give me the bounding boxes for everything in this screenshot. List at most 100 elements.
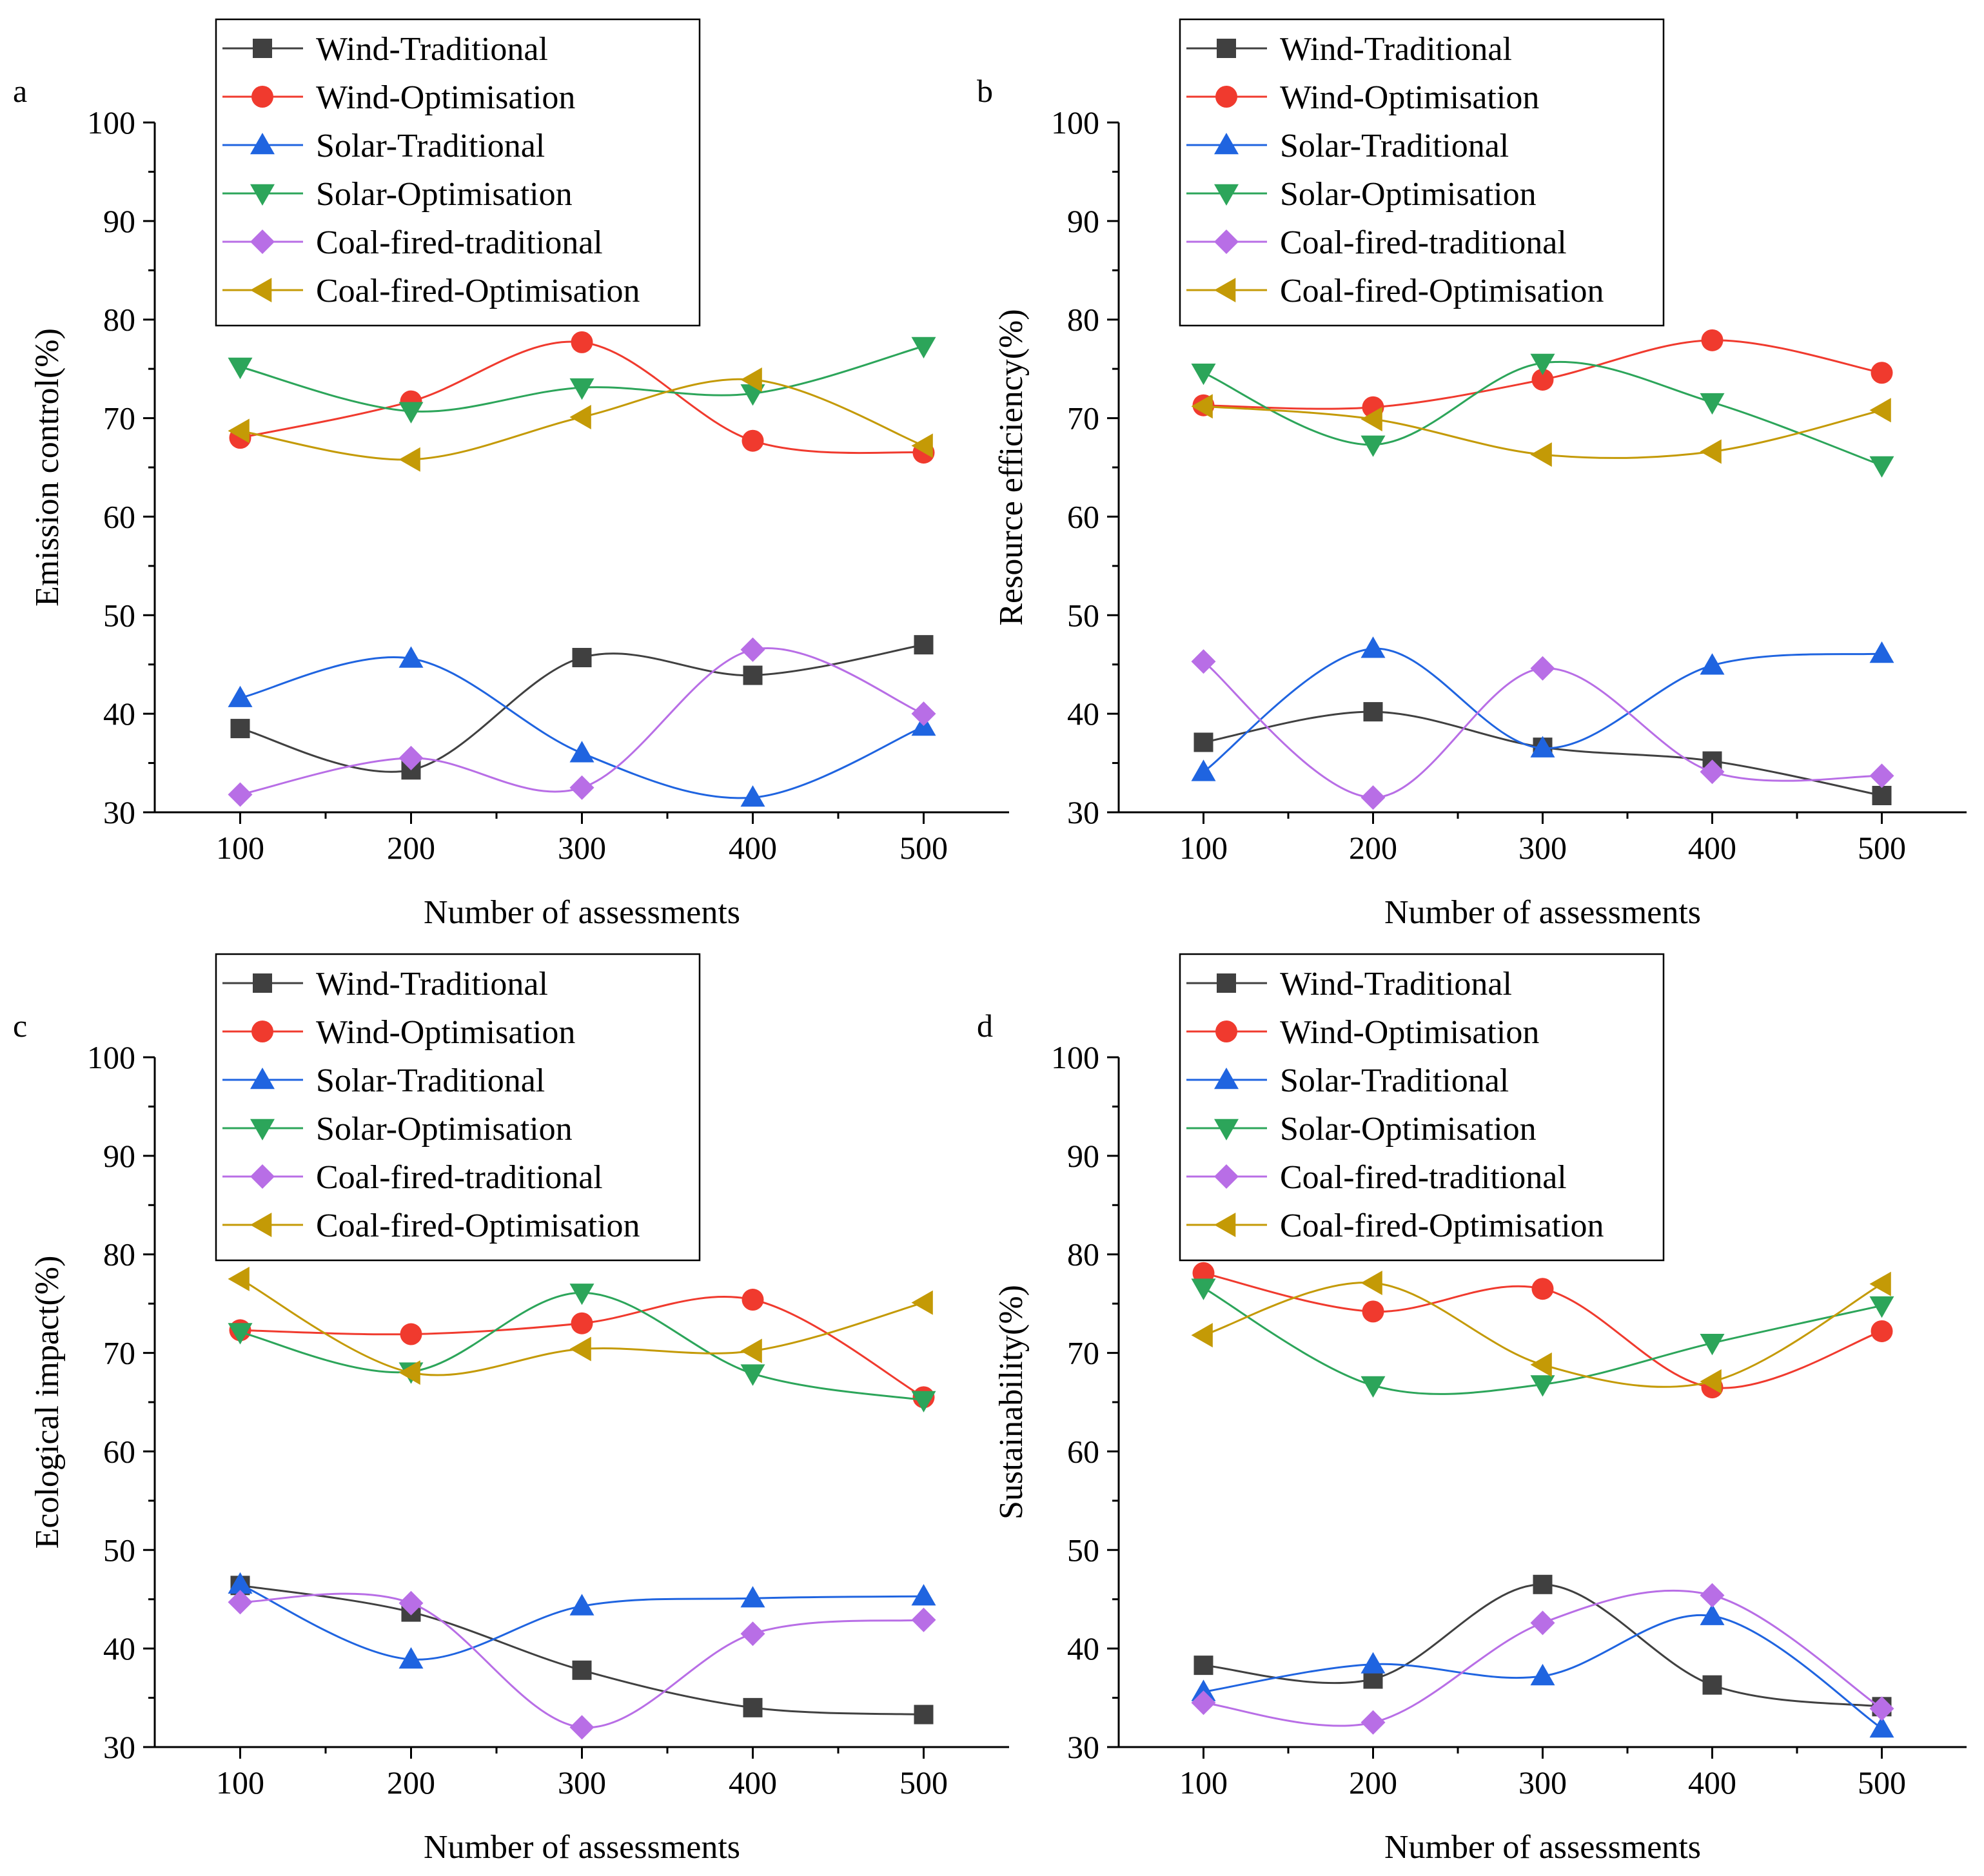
- y-tick-label: 70: [1067, 400, 1099, 436]
- y-tick-label: 50: [103, 1532, 135, 1568]
- data-point: [742, 1289, 764, 1311]
- data-point: [1703, 1676, 1722, 1695]
- y-tick-label: 90: [1067, 1138, 1099, 1174]
- data-point: [741, 1364, 765, 1385]
- chart-panel-d: d30405060708090100100 200 300 400 500Number …: [977, 954, 1967, 1866]
- x-tick-label: 200: [387, 1764, 435, 1801]
- x-tick-label: 200: [387, 830, 435, 866]
- legend-marker: [253, 973, 272, 993]
- y-axis-title: Resource efficiency(%): [993, 309, 1030, 625]
- data-point: [1361, 636, 1386, 658]
- legend: Wind-Traditional Wind-Optimisation Solar-T…: [1180, 954, 1664, 1260]
- x-tick-label: 300: [558, 1764, 606, 1801]
- data-point: [1194, 1656, 1213, 1675]
- series-coal-fired-traditional: [1192, 1583, 1894, 1735]
- legend-marker: [1215, 86, 1237, 108]
- data-point: [570, 1715, 594, 1739]
- data-point: [571, 331, 593, 353]
- x-tick-label: 400: [729, 1764, 777, 1801]
- data-point: [1700, 393, 1725, 415]
- data-point: [1361, 436, 1386, 457]
- y-axis-title: Emission control(%): [29, 328, 66, 607]
- x-axis-title: Number of assessments: [424, 1829, 740, 1866]
- data-point: [570, 1337, 591, 1362]
- y-tick-label: 60: [103, 1433, 135, 1469]
- data-point: [570, 776, 594, 800]
- legend-label: Coal-fired-Optimisation: [316, 273, 640, 309]
- data-point: [399, 447, 420, 472]
- data-point: [570, 741, 594, 762]
- x-tick-label: 300: [1518, 1764, 1567, 1801]
- data-point: [741, 638, 765, 662]
- series-line: [1204, 1585, 1882, 1707]
- data-point: [742, 430, 764, 452]
- data-point: [1870, 641, 1894, 663]
- data-point: [1362, 1300, 1384, 1322]
- legend-label: Solar-Traditional: [316, 1062, 545, 1099]
- x-tick-label: 400: [1688, 1764, 1736, 1801]
- data-point: [1870, 763, 1894, 788]
- data-point: [914, 635, 934, 654]
- x-tick-label: 300: [558, 830, 606, 866]
- x-tick-label: 100: [216, 1764, 264, 1801]
- x-tick-label: 500: [1858, 1764, 1906, 1801]
- legend-label: Wind-Optimisation: [316, 1014, 575, 1051]
- figure-canvas: a30405060708090100100 200 300 400 500Number …: [0, 0, 1984, 1876]
- chart-panel-c: c30405060708090100100 200 300 400 500Number …: [13, 954, 1009, 1866]
- data-point: [912, 337, 936, 358]
- y-tick-label: 70: [103, 400, 135, 436]
- y-tick-label: 80: [1067, 302, 1099, 338]
- data-point: [1361, 785, 1386, 810]
- data-point: [1361, 1652, 1386, 1674]
- data-point: [912, 1584, 936, 1605]
- data-point: [1192, 1278, 1216, 1300]
- data-point: [1192, 364, 1216, 385]
- data-point: [1871, 1320, 1893, 1342]
- x-axis-title: Number of assessments: [1384, 894, 1701, 931]
- y-tick-label: 30: [1067, 794, 1099, 830]
- series-line: [241, 648, 924, 794]
- legend-label: Wind-Traditional: [316, 966, 548, 1002]
- legend: Wind-Traditional Wind-Optimisation Solar-T…: [1180, 19, 1664, 326]
- chart-panel-a: a30405060708090100100 200 300 400 500Number …: [13, 19, 1009, 931]
- x-tick-label: 200: [1349, 830, 1397, 866]
- data-point: [1192, 1690, 1216, 1715]
- panel-label: b: [977, 73, 993, 109]
- y-tick-label: 100: [87, 104, 135, 141]
- y-tick-label: 80: [103, 302, 135, 338]
- y-tick-label: 60: [1067, 1433, 1099, 1469]
- data-point: [912, 701, 936, 726]
- legend-label: Coal-fired-traditional: [1280, 1159, 1567, 1196]
- legend-marker: [1215, 1021, 1237, 1042]
- legend-label: Solar-Traditional: [1280, 128, 1509, 164]
- y-tick-label: 60: [103, 498, 135, 534]
- y-tick-label: 90: [1067, 203, 1099, 239]
- y-tick-label: 60: [1067, 498, 1099, 534]
- y-tick-label: 40: [1067, 1630, 1099, 1666]
- data-point: [912, 1291, 933, 1315]
- data-point: [571, 1313, 593, 1334]
- data-point: [1702, 329, 1724, 351]
- y-tick-label: 100: [1051, 1039, 1099, 1075]
- legend-label: Coal-fired-Optimisation: [1280, 273, 1604, 309]
- y-tick-label: 40: [103, 696, 135, 732]
- x-tick-label: 200: [1349, 1764, 1397, 1801]
- data-point: [1194, 732, 1213, 752]
- legend-marker: [251, 86, 273, 108]
- y-tick-label: 30: [103, 1729, 135, 1765]
- data-point: [1870, 456, 1894, 478]
- data-point: [231, 719, 250, 738]
- data-point: [741, 1621, 765, 1646]
- x-tick-label: 500: [899, 1764, 948, 1801]
- legend-label: Wind-Optimisation: [316, 79, 575, 116]
- legend-marker: [1217, 39, 1236, 58]
- x-tick-label: 100: [1179, 830, 1228, 866]
- y-tick-label: 100: [87, 1039, 135, 1075]
- series-coal-fired-traditional: [1192, 649, 1894, 810]
- data-point: [1532, 1278, 1554, 1300]
- y-tick-label: 50: [103, 597, 135, 633]
- data-point: [1364, 702, 1383, 721]
- y-tick-label: 80: [1067, 1236, 1099, 1273]
- y-tick-label: 50: [1067, 597, 1099, 633]
- x-tick-label: 100: [216, 830, 264, 866]
